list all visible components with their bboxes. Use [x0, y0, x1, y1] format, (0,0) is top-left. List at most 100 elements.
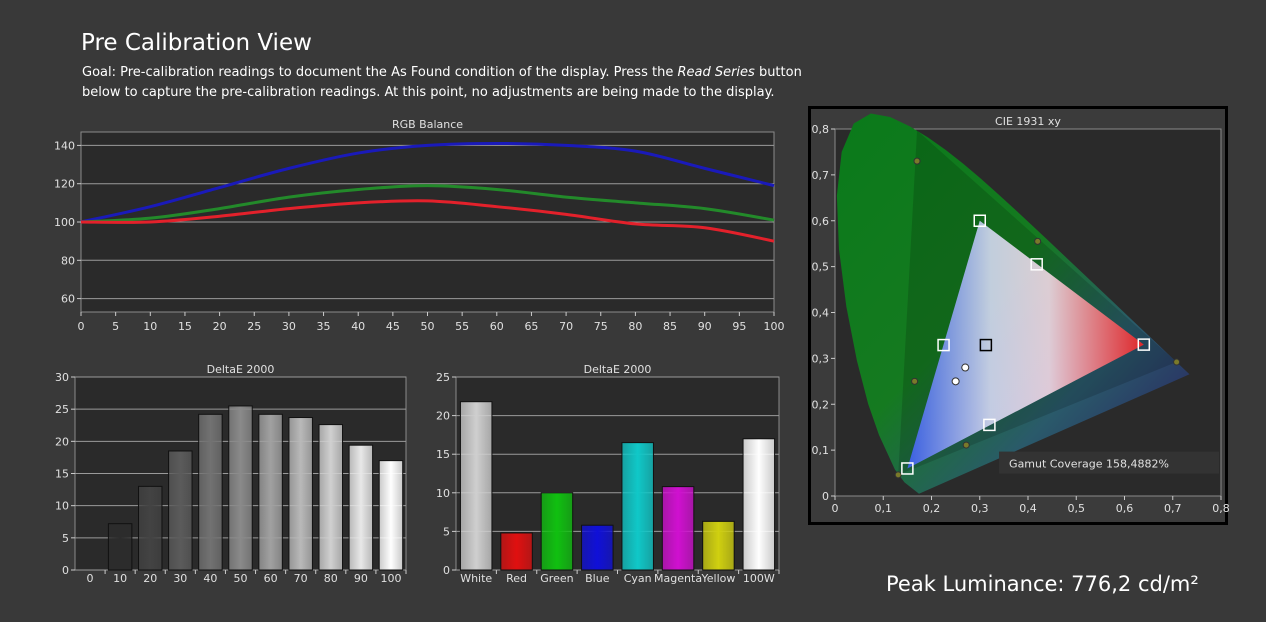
- deltae-color-chart: DeltaE 2000 0 5 10 15 20 25 White Red Green Blue Cy…: [436, 363, 780, 585]
- measured-marker-1: [973, 214, 986, 227]
- y-tick-label: 25: [436, 371, 450, 384]
- bar-Blue: [581, 524, 614, 571]
- x-tick-label: 80: [324, 572, 338, 585]
- peak-luminance: Peak Luminance: 776,2 cd/m²: [886, 572, 1199, 596]
- goal-suffix: button below to capture the pre-calibrat…: [82, 65, 802, 100]
- y-tick-label: 15: [55, 468, 69, 481]
- x-tick-label: 0,1: [875, 502, 893, 515]
- y-tick-label: 80: [61, 254, 75, 267]
- gamut-coverage-box: [999, 451, 1220, 474]
- y-tick-label: 15: [436, 448, 450, 461]
- x-tick-label: 0: [87, 572, 94, 585]
- y-tick-label: 20: [436, 410, 450, 423]
- y-tick-label: 0,7: [812, 169, 830, 182]
- deltae-grayscale-chart: DeltaE 2000 0 5 10 15 20 25 30 0 10 20 30 40 50 60 70 80…: [55, 363, 407, 585]
- x-tick-label: 50: [234, 572, 248, 585]
- bar-20: [137, 485, 163, 571]
- y-tick-label: 10: [55, 500, 69, 513]
- x-tick-label: Blue: [585, 572, 610, 585]
- goal-prefix: Goal: Pre-calibration readings to docume…: [82, 65, 678, 80]
- y-tick-label: 5: [62, 532, 69, 545]
- bar-50: [228, 405, 253, 571]
- bar-80: [318, 424, 344, 571]
- x-tick-label: 60: [264, 572, 278, 585]
- measured-gamut: [907, 220, 1144, 469]
- target-point-5: [962, 441, 970, 449]
- y-tick-label: 60: [61, 293, 75, 306]
- measured-marker-0: [1137, 338, 1151, 351]
- y-tick-label: 120: [54, 178, 75, 191]
- x-tick-label: 5: [112, 320, 119, 333]
- y-tick-label: 0,5: [812, 261, 830, 274]
- chart-title: DeltaE 2000: [584, 363, 652, 376]
- bar-40: [198, 413, 223, 571]
- x-tick-label: 0: [78, 320, 85, 333]
- chart-title: RGB Balance: [392, 118, 463, 131]
- goal-read-series: Read Series: [677, 65, 755, 80]
- x-tick-label: 0,5: [1068, 502, 1086, 515]
- x-tick-label: 30: [282, 320, 296, 333]
- x-tick-label: 90: [698, 320, 712, 333]
- cie-chart: CIE 1931 xy 0 0,1 0,2 0,3 0,4 0,5 0,6 0,7 0,8 0 0,1…: [812, 113, 1230, 515]
- x-tick-label: 100: [380, 572, 401, 585]
- x-tick-label: 35: [317, 320, 331, 333]
- goal-description: Goal: Pre-calibration readings to docume…: [82, 63, 842, 103]
- bar-30: [168, 450, 193, 571]
- target-point-3: [911, 377, 919, 385]
- bar-90: [348, 444, 374, 571]
- x-tick-label: 0,4: [1019, 502, 1037, 515]
- x-tick-label: 60: [490, 320, 504, 333]
- measured-marker-6: [979, 338, 993, 352]
- bar-60: [258, 413, 283, 571]
- y-tick-label: 10: [436, 487, 450, 500]
- y-tick-label: 0,2: [812, 398, 830, 411]
- x-tick-label: 50: [421, 320, 435, 333]
- measured-marker-2: [901, 462, 914, 475]
- y-tick-label: 30: [55, 371, 69, 384]
- y-tick-label: 0: [62, 564, 69, 577]
- y-tick-label: 0,8: [812, 123, 830, 136]
- y-tick-label: 25: [55, 403, 69, 416]
- series-line-0: [80, 141, 775, 224]
- x-tick-label: 15: [178, 320, 192, 333]
- bar-70: [288, 417, 313, 571]
- x-tick-label: 0,7: [1164, 502, 1182, 515]
- series-line-2: [80, 199, 775, 243]
- x-tick-label: 0,8: [1212, 502, 1230, 515]
- bar-Green: [540, 492, 574, 571]
- y-tick-label: 140: [54, 139, 75, 152]
- x-tick-label: 20: [143, 572, 157, 585]
- chart-title: CIE 1931 xy: [995, 115, 1061, 128]
- bar-100: [378, 460, 404, 571]
- x-tick-label: Green: [540, 572, 573, 585]
- page-title: Pre Calibration View: [81, 30, 312, 56]
- gamut-coverage-label: Gamut Coverage 158,4882%: [1009, 458, 1169, 471]
- x-tick-label: 75: [594, 320, 608, 333]
- target-point-2: [894, 471, 902, 479]
- x-tick-label: Red: [506, 572, 527, 585]
- x-tick-label: 65: [524, 320, 538, 333]
- y-tick-label: 5: [443, 525, 450, 538]
- x-tick-label: 25: [247, 320, 261, 333]
- x-tick-label: Yellow: [701, 572, 736, 585]
- y-tick-label: 0,6: [812, 215, 830, 228]
- x-tick-label: 0: [832, 502, 839, 515]
- series-line-1: [80, 184, 775, 224]
- y-tick-label: 0,1: [812, 444, 830, 457]
- x-tick-label: 55: [455, 320, 469, 333]
- white-point-0: [961, 363, 970, 372]
- x-tick-label: White: [460, 572, 492, 585]
- x-tick-label: 40: [203, 572, 217, 585]
- x-tick-label: 20: [213, 320, 227, 333]
- target-point-4: [1034, 237, 1042, 245]
- x-tick-label: 0,2: [923, 502, 941, 515]
- x-tick-label: Cyan: [624, 572, 652, 585]
- y-tick-label: 0,4: [812, 307, 830, 320]
- x-tick-label: 10: [113, 572, 127, 585]
- x-tick-label: 100W: [743, 572, 775, 585]
- bar-Red: [500, 532, 533, 571]
- bar-Magenta: [661, 486, 695, 571]
- y-tick-label: 0: [822, 490, 829, 503]
- measured-marker-4: [1030, 258, 1043, 271]
- bar-10: [107, 523, 133, 571]
